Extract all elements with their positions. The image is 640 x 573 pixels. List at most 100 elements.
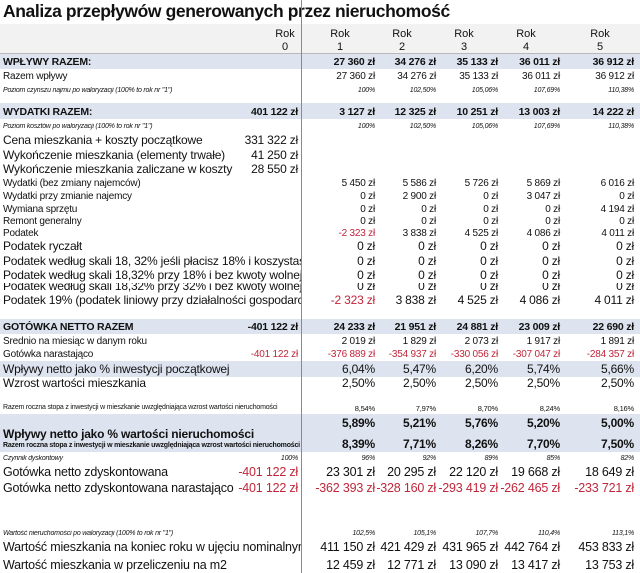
cell-rok-3[interactable]: 0 zł: [480, 254, 498, 268]
row-label[interactable]: Podatek ryczałt: [3, 240, 83, 253]
cell-rok-4[interactable]: 13 003 zł: [518, 106, 561, 118]
cell-rok-0[interactable]: 100%: [280, 455, 298, 462]
cell-rok-3[interactable]: 10 251 zł: [456, 106, 499, 118]
cell-rok-0[interactable]: -401 122 zł: [238, 481, 298, 495]
cell-rok-3[interactable]: 5,76%: [464, 416, 498, 430]
cell-rok-1[interactable]: 0 zł: [360, 204, 375, 215]
row-label[interactable]: Remont generalny: [3, 216, 82, 227]
cell-rok-4[interactable]: 5 869 zł: [526, 178, 561, 189]
row-label[interactable]: Wartość nieruchomości po waloryzacji (10…: [3, 530, 174, 537]
cell-rok-5[interactable]: 453 833 zł: [578, 540, 634, 554]
row-label[interactable]: Wydatki (bez zmiany najemców): [3, 178, 141, 189]
row-label[interactable]: Wpływy netto jako % inwestycji początkow…: [3, 362, 230, 376]
cell-rok-2[interactable]: 105,1%: [413, 530, 436, 537]
cell-rok-0[interactable]: 331 322 zł: [244, 133, 299, 147]
cell-rok-3[interactable]: 8,70%: [477, 404, 498, 413]
cell-rok-5[interactable]: 22 690 zł: [592, 321, 635, 333]
cell-rok-2[interactable]: 102,50%: [409, 123, 436, 130]
row-label[interactable]: Wpływy netto jako % wartości nieruchomoś…: [3, 427, 301, 451]
cell-rok-5[interactable]: 14 222 zł: [592, 106, 635, 118]
cell-rok-5[interactable]: 5,66%: [600, 362, 634, 376]
cell-rok-3[interactable]: 0 zł: [483, 191, 498, 202]
cell-rok-1[interactable]: -2 323 zł: [330, 294, 375, 307]
row-label[interactable]: Podatek według skali 18,32% przy 18% i b…: [3, 269, 301, 282]
cell-rok-3[interactable]: 13 090 zł: [449, 558, 498, 572]
cell-rok-2[interactable]: 20 295 zł: [387, 465, 436, 479]
cell-rok-3[interactable]: 24 881 zł: [456, 321, 499, 333]
cell-rok-5[interactable]: 82%: [620, 455, 635, 462]
cell-rok-4[interactable]: 19 668 zł: [511, 465, 560, 479]
cell-rok-3[interactable]: 107,7%: [475, 530, 498, 537]
cell-rok-3[interactable]: 0 zł: [483, 204, 498, 215]
cell-rok-1[interactable]: 24 233 zł: [333, 321, 376, 333]
cell-rok-2[interactable]: 0 zł: [421, 216, 436, 227]
cell-rok-0[interactable]: 41 250 zł: [251, 148, 298, 162]
cell-rok-2[interactable]: 3 838 zł: [395, 294, 437, 307]
cell-rok-1[interactable]: 0 zł: [357, 240, 375, 253]
cell-rok-4[interactable]: 23 009 zł: [518, 321, 561, 333]
cell-rok-3[interactable]: 0 zł: [480, 269, 498, 282]
cell-rok-5[interactable]: 5,00%: [600, 416, 634, 430]
row-label[interactable]: Razem roczna stopa z inwestycji w mieszk…: [3, 404, 278, 411]
cell-rok-4[interactable]: 110,4%: [537, 530, 560, 537]
cell-rok-3[interactable]: -293 419 zł: [438, 481, 498, 495]
cell-rok-3[interactable]: 8,26%: [464, 437, 498, 451]
cell-rok-5[interactable]: 113,1%: [611, 530, 634, 537]
cell-rok-2[interactable]: 7,71%: [402, 437, 436, 451]
cell-rok-1[interactable]: 27 360 zł: [333, 56, 376, 68]
cell-rok-3[interactable]: 6,20%: [464, 362, 498, 376]
cell-rok-5[interactable]: 2,50%: [600, 377, 634, 390]
cell-rok-4[interactable]: 0 zł: [542, 254, 560, 268]
cell-rok-3[interactable]: 22 120 zł: [449, 465, 498, 479]
row-label[interactable]: Wartość mieszkania w przeliczeniu na m2: [3, 558, 227, 572]
cell-rok-5[interactable]: 4 011 zł: [594, 294, 634, 307]
cell-rok-4[interactable]: 36 011 zł: [519, 56, 560, 68]
cell-rok-5[interactable]: 1 891 zł: [600, 336, 635, 347]
cell-rok-1[interactable]: -376 889 zł: [327, 349, 375, 360]
cell-rok-2[interactable]: 0 zł: [418, 269, 436, 282]
cell-rok-1[interactable]: 8,39%: [341, 437, 375, 451]
row-label[interactable]: Wymiana sprzętu: [3, 204, 78, 215]
cell-rok-5[interactable]: -284 357 zł: [586, 349, 634, 360]
cell-rok-1[interactable]: 411 150 zł: [320, 540, 375, 554]
cell-rok-2[interactable]: 34 276 zł: [397, 71, 436, 82]
cell-rok-1[interactable]: 0 zł: [357, 283, 375, 293]
row-label[interactable]: Gotówka narastająco: [3, 349, 94, 360]
cell-rok-5[interactable]: 13 753 zł: [585, 558, 634, 572]
cell-rok-4[interactable]: 107,69%: [533, 123, 560, 130]
cell-rok-3[interactable]: 5 726 zł: [464, 178, 499, 189]
cell-rok-2[interactable]: 2,50%: [402, 377, 436, 390]
cell-rok-0[interactable]: 28 550 zł: [251, 163, 298, 176]
cell-rok-1[interactable]: 100%: [357, 123, 375, 130]
cell-rok-5[interactable]: -233 721 zł: [574, 481, 634, 495]
cell-rok-1[interactable]: -2 323 zł: [338, 228, 375, 239]
cell-rok-5[interactable]: 0 zł: [616, 283, 634, 293]
cell-rok-5[interactable]: 6 016 zł: [600, 178, 635, 189]
row-label[interactable]: Gotówka netto zdyskontowana: [3, 465, 168, 479]
row-label[interactable]: Podatek według skali 18, 32% jeśli płaci…: [3, 254, 301, 268]
row-label[interactable]: Poziom czynszu najmu po waloryzacji (100…: [3, 87, 173, 94]
cell-rok-2[interactable]: 1 829 zł: [402, 336, 437, 347]
cell-rok-4[interactable]: 85%: [546, 455, 561, 462]
cell-rok-1[interactable]: 2,50%: [341, 377, 375, 390]
cell-rok-4[interactable]: 0 zł: [542, 283, 560, 293]
cell-rok-1[interactable]: 5 450 zł: [341, 178, 376, 189]
cell-rok-2[interactable]: 102,50%: [409, 87, 436, 94]
row-label[interactable]: Wydatki przy zmianie najemcy: [3, 191, 132, 202]
cell-rok-5[interactable]: 18 649 zł: [585, 465, 634, 479]
row-label[interactable]: Wartość mieszkania na koniec roku w ujęc…: [3, 540, 301, 554]
cell-rok-5[interactable]: 8,16%: [613, 404, 634, 413]
cell-rok-4[interactable]: 0 zł: [542, 269, 560, 282]
cell-rok-1[interactable]: 27 360 zł: [336, 71, 375, 82]
cell-rok-3[interactable]: -330 056 zł: [450, 349, 498, 360]
cell-rok-0[interactable]: -401 122 zł: [238, 465, 298, 479]
cell-rok-2[interactable]: 12 771 zł: [387, 558, 436, 572]
cell-rok-1[interactable]: 8,54%: [354, 404, 375, 413]
cell-rok-5[interactable]: 36 912 zł: [592, 56, 635, 68]
cell-rok-1[interactable]: 23 301 zł: [326, 465, 375, 479]
cell-rok-2[interactable]: 0 zł: [421, 204, 436, 215]
cell-rok-1[interactable]: 12 459 zł: [326, 558, 375, 572]
cell-rok-2[interactable]: 2 900 zł: [402, 191, 437, 202]
cell-rok-2[interactable]: 5 586 zł: [402, 178, 437, 189]
cell-rok-4[interactable]: 4 086 zł: [526, 228, 561, 239]
